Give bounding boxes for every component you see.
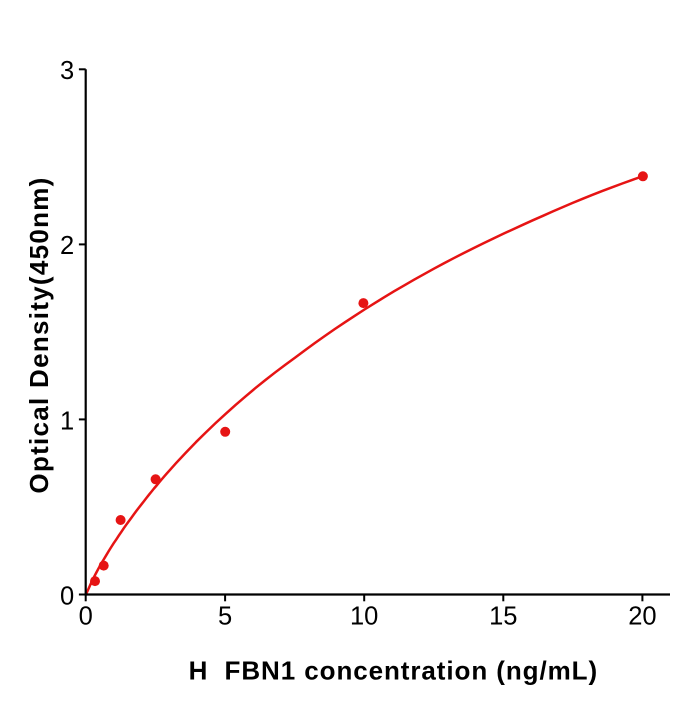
svg-text:15: 15 xyxy=(489,602,517,630)
svg-text:1: 1 xyxy=(60,407,74,435)
svg-text:10: 10 xyxy=(350,602,378,630)
svg-text:20: 20 xyxy=(628,602,656,630)
svg-text:3: 3 xyxy=(60,57,74,85)
svg-text:Optical Density(450nm): Optical Density(450nm) xyxy=(24,176,54,493)
svg-text:0: 0 xyxy=(60,582,74,610)
svg-text:5: 5 xyxy=(218,602,232,630)
svg-text:H FBN1 concentration (ng/mL): H FBN1 concentration (ng/mL) xyxy=(189,655,598,685)
svg-text:0: 0 xyxy=(79,602,93,630)
svg-text:2: 2 xyxy=(60,232,74,260)
